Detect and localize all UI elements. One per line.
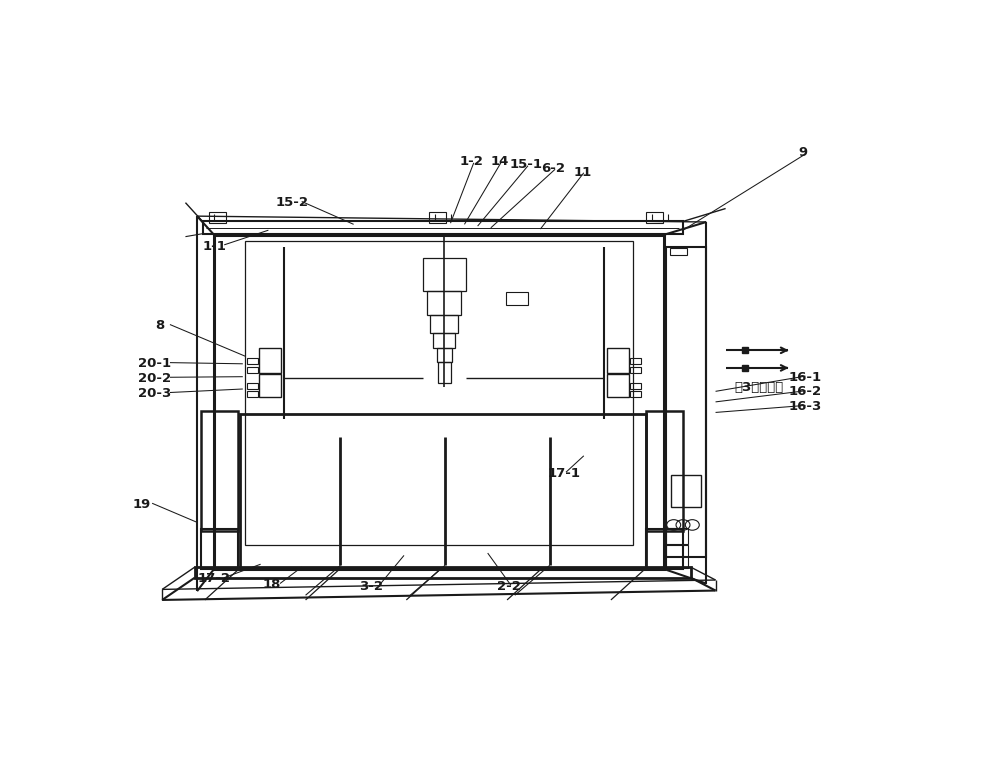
Text: 18: 18 <box>263 578 281 591</box>
Bar <box>259 374 281 397</box>
Bar <box>259 348 281 373</box>
Text: 9: 9 <box>799 146 808 159</box>
Text: 3-2: 3-2 <box>359 580 383 593</box>
Bar <box>438 362 450 383</box>
Text: 1-2: 1-2 <box>459 155 483 168</box>
Bar <box>430 315 458 333</box>
Bar <box>247 367 258 373</box>
Bar <box>666 528 688 544</box>
Bar <box>202 221 683 234</box>
Bar <box>437 348 452 362</box>
Bar <box>666 546 688 568</box>
Text: 15-1: 15-1 <box>510 158 543 171</box>
Bar <box>630 391 641 397</box>
Text: 8: 8 <box>155 319 164 333</box>
Bar <box>429 212 446 222</box>
Bar <box>630 367 641 373</box>
Bar <box>247 383 258 389</box>
Text: 16-1: 16-1 <box>789 371 822 384</box>
Bar <box>671 475 701 508</box>
Bar <box>247 391 258 397</box>
Text: 14: 14 <box>490 155 509 168</box>
Bar <box>630 383 641 389</box>
Bar <box>423 258 466 291</box>
Bar <box>195 567 691 578</box>
Text: 2-2: 2-2 <box>497 580 521 593</box>
Text: 20-3: 20-3 <box>138 387 171 400</box>
Bar <box>240 414 646 568</box>
Bar <box>201 529 238 569</box>
Text: 19: 19 <box>133 498 151 511</box>
Text: 20-1: 20-1 <box>138 358 171 371</box>
Text: 16-3: 16-3 <box>789 400 822 413</box>
Bar <box>646 212 663 222</box>
Text: 1-1: 1-1 <box>202 240 226 253</box>
Text: 15-2: 15-2 <box>275 196 308 209</box>
Text: 16-2: 16-2 <box>789 385 822 399</box>
Bar <box>646 529 683 569</box>
Text: 11: 11 <box>573 166 591 179</box>
Bar <box>247 358 258 364</box>
Bar <box>506 292 528 305</box>
Bar <box>666 247 706 557</box>
Text: 20-2: 20-2 <box>138 372 171 385</box>
Bar <box>607 374 629 397</box>
Bar <box>670 248 687 256</box>
Bar <box>201 411 238 531</box>
Text: 6-2: 6-2 <box>542 162 566 175</box>
Bar <box>646 411 683 531</box>
Bar <box>630 358 641 364</box>
Text: 17-1: 17-1 <box>547 466 580 480</box>
Text: 17-2: 17-2 <box>198 572 231 585</box>
Bar <box>214 235 664 569</box>
Bar <box>433 333 455 348</box>
Bar <box>427 291 461 315</box>
Bar <box>607 348 629 373</box>
Bar <box>245 240 633 546</box>
Bar <box>209 212 226 222</box>
Text: 图3观察方向: 图3观察方向 <box>734 380 784 393</box>
